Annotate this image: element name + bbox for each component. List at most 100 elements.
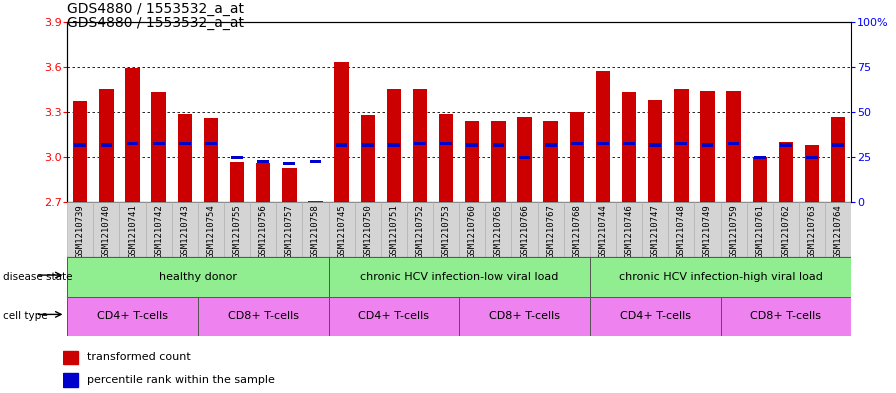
Bar xyxy=(256,163,271,202)
Bar xyxy=(517,116,531,202)
Bar xyxy=(329,257,590,297)
Bar xyxy=(440,142,452,145)
Bar xyxy=(616,202,642,257)
Bar xyxy=(590,202,616,257)
Bar xyxy=(74,143,86,147)
Bar xyxy=(642,202,668,257)
Text: disease state: disease state xyxy=(3,272,73,282)
Text: GSM1210756: GSM1210756 xyxy=(259,204,268,258)
Bar xyxy=(413,89,427,202)
Bar xyxy=(720,297,851,336)
Text: GDS4880 / 1553532_a_at: GDS4880 / 1553532_a_at xyxy=(67,16,245,30)
Text: CD8+ T-cells: CD8+ T-cells xyxy=(750,311,822,321)
Bar xyxy=(126,142,138,145)
Text: GDS4880 / 1553532_a_at: GDS4880 / 1553532_a_at xyxy=(67,2,245,17)
Bar xyxy=(67,257,329,297)
Bar xyxy=(701,91,715,202)
Text: GSM1210745: GSM1210745 xyxy=(337,204,346,258)
Bar xyxy=(779,142,793,202)
Text: GSM1210739: GSM1210739 xyxy=(76,204,85,258)
Bar xyxy=(780,143,792,147)
Text: GSM1210757: GSM1210757 xyxy=(285,204,294,258)
Bar xyxy=(231,156,243,159)
Bar xyxy=(334,62,349,202)
Text: GSM1210768: GSM1210768 xyxy=(573,204,582,258)
Bar xyxy=(805,145,819,202)
Bar xyxy=(622,92,636,202)
Bar xyxy=(125,68,140,202)
Text: GSM1210765: GSM1210765 xyxy=(494,204,503,258)
Bar xyxy=(650,143,661,147)
Bar xyxy=(329,202,355,257)
Bar xyxy=(73,101,88,202)
Text: GSM1210760: GSM1210760 xyxy=(468,204,477,258)
Text: CD4+ T-cells: CD4+ T-cells xyxy=(620,311,691,321)
Bar xyxy=(205,142,217,145)
Bar xyxy=(519,156,530,159)
Bar xyxy=(467,143,478,147)
Bar xyxy=(720,202,746,257)
Text: healthy donor: healthy donor xyxy=(159,272,237,282)
Text: GSM1210755: GSM1210755 xyxy=(233,204,242,258)
Bar xyxy=(668,202,694,257)
Text: GSM1210741: GSM1210741 xyxy=(128,204,137,258)
Text: GSM1210746: GSM1210746 xyxy=(625,204,633,258)
Bar xyxy=(832,143,844,147)
Text: CD8+ T-cells: CD8+ T-cells xyxy=(228,311,298,321)
Text: GSM1210748: GSM1210748 xyxy=(676,204,685,258)
Bar xyxy=(571,142,582,145)
Bar xyxy=(99,89,114,202)
Bar xyxy=(360,115,375,202)
Bar xyxy=(465,121,479,202)
Text: GSM1210751: GSM1210751 xyxy=(390,204,399,258)
Text: GSM1210763: GSM1210763 xyxy=(807,204,816,258)
Bar xyxy=(67,297,198,336)
Text: CD8+ T-cells: CD8+ T-cells xyxy=(489,311,560,321)
Bar xyxy=(597,142,608,145)
Text: CD4+ T-cells: CD4+ T-cells xyxy=(97,311,168,321)
Bar xyxy=(799,202,825,257)
Bar xyxy=(388,143,400,147)
Bar xyxy=(459,297,590,336)
Bar xyxy=(459,202,486,257)
Bar xyxy=(63,351,79,364)
Text: GSM1210762: GSM1210762 xyxy=(781,204,790,258)
Text: GSM1210754: GSM1210754 xyxy=(206,204,215,258)
Text: GSM1210759: GSM1210759 xyxy=(729,204,738,258)
Bar xyxy=(433,202,459,257)
Bar xyxy=(151,92,166,202)
Bar xyxy=(355,202,381,257)
Bar xyxy=(336,143,348,147)
Bar xyxy=(282,168,297,202)
Bar xyxy=(676,142,687,145)
Bar xyxy=(250,202,276,257)
Bar xyxy=(772,202,799,257)
Bar xyxy=(831,116,845,202)
Bar xyxy=(694,202,720,257)
Bar xyxy=(702,143,713,147)
Bar xyxy=(564,202,590,257)
Bar xyxy=(648,100,662,202)
Text: GSM1210758: GSM1210758 xyxy=(311,204,320,258)
Bar xyxy=(387,89,401,202)
Bar xyxy=(493,143,504,147)
Bar xyxy=(746,202,772,257)
Text: GSM1210767: GSM1210767 xyxy=(547,204,556,258)
Bar xyxy=(538,202,564,257)
Bar xyxy=(590,297,720,336)
Bar xyxy=(302,202,329,257)
Bar xyxy=(145,202,172,257)
Bar xyxy=(362,143,374,147)
Bar xyxy=(230,162,245,202)
Bar xyxy=(439,114,453,202)
Bar xyxy=(93,202,119,257)
Bar xyxy=(283,162,295,165)
Text: cell type: cell type xyxy=(3,311,47,321)
Text: GSM1210761: GSM1210761 xyxy=(755,204,764,258)
Bar xyxy=(63,373,79,387)
Bar xyxy=(491,121,505,202)
Text: GSM1210743: GSM1210743 xyxy=(180,204,189,258)
Bar xyxy=(100,143,112,147)
Bar xyxy=(198,297,329,336)
Bar xyxy=(310,160,322,163)
